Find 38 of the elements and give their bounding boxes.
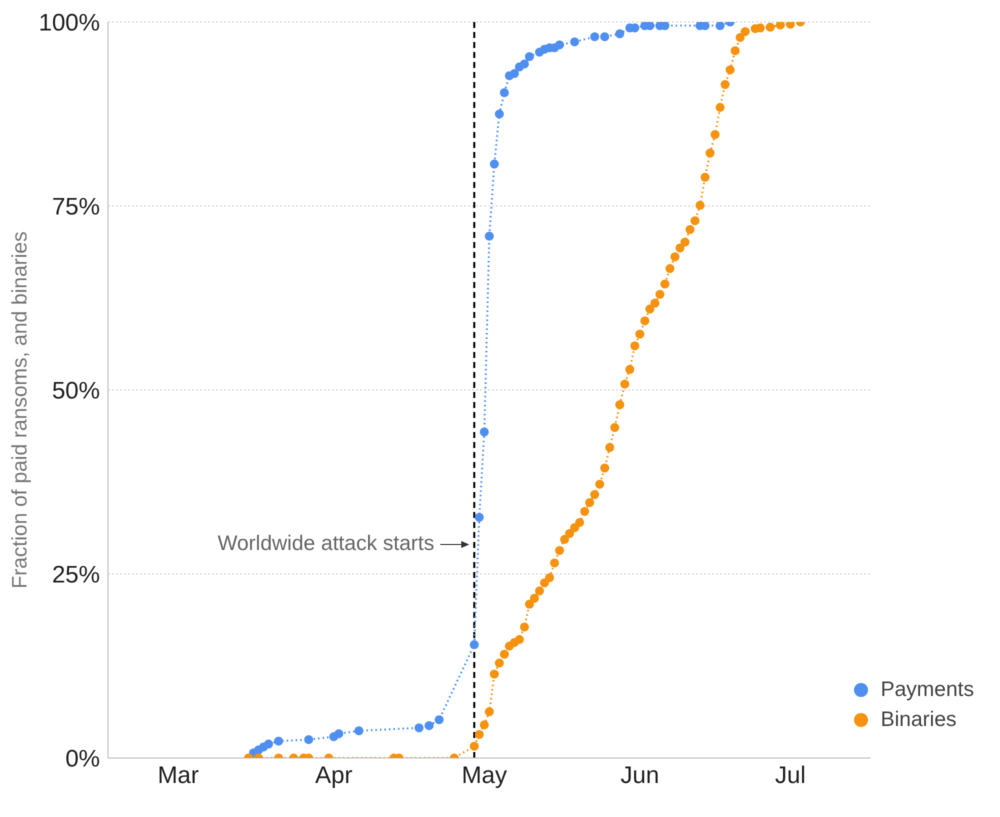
point	[500, 88, 509, 98]
ref-line-label: Worldwide attack starts	[218, 532, 434, 556]
x-tick-label: Apr	[315, 762, 352, 790]
point	[510, 69, 519, 78]
point	[570, 37, 580, 46]
point	[424, 721, 434, 730]
y-tick-label: 50%	[52, 378, 100, 405]
legend-label: Binaries	[880, 708, 956, 732]
y-tick-label: 100%	[38, 10, 100, 37]
x-tick-label: Jul	[775, 762, 806, 790]
point	[590, 32, 600, 42]
y-tick-label: 75%	[52, 194, 100, 221]
point	[716, 22, 725, 30]
y-tick-label: 25%	[52, 562, 100, 589]
point	[414, 723, 424, 732]
point	[264, 740, 274, 749]
y-axis-title: Fraction of paid ransoms, and binaries	[8, 231, 32, 589]
legend-label: Payments	[880, 678, 974, 702]
point	[354, 726, 364, 736]
point	[474, 512, 484, 522]
point	[494, 110, 504, 118]
point	[484, 232, 494, 241]
x-tick-label: Jun	[620, 762, 660, 790]
point	[334, 729, 344, 738]
point	[524, 52, 534, 62]
point	[600, 32, 610, 42]
point	[490, 160, 499, 169]
point	[480, 427, 489, 436]
x-tick-label: May	[462, 762, 507, 790]
point	[470, 640, 479, 650]
point	[615, 29, 624, 38]
x-tick-label: Mar	[158, 762, 199, 790]
point	[520, 59, 529, 68]
point	[274, 736, 284, 746]
y-tick-label: 0%	[65, 746, 100, 773]
point	[304, 735, 314, 744]
point	[434, 715, 444, 724]
point	[555, 40, 564, 50]
